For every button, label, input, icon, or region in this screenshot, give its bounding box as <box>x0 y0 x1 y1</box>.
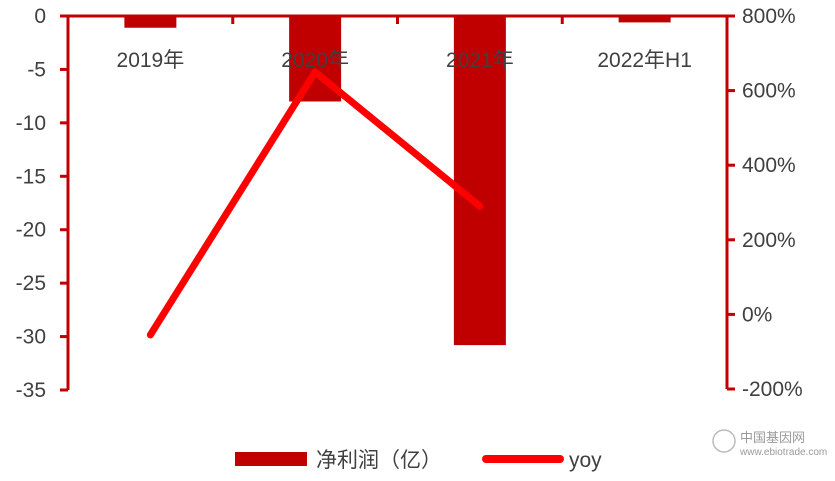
right-tick-label: 600% <box>742 80 796 103</box>
watermark: 中国基因网 www.ebiotrade.com <box>712 429 827 458</box>
category-label: 2020年 <box>281 49 349 72</box>
legend: 净利润（亿） yoy <box>235 449 602 472</box>
right-tick-label: 800% <box>742 5 796 28</box>
right-tick-label: 200% <box>742 229 796 252</box>
category-label: 2022年H1 <box>597 49 692 72</box>
axes: 0 -5 -10 -15 -20 -25 -30 -35 800% 600% 400% 200% 0% -… <box>16 5 803 402</box>
bar-2 <box>453 16 506 346</box>
left-tick-label: -10 <box>16 112 46 135</box>
bar-3 <box>618 16 671 23</box>
watermark-logo-icon <box>712 429 736 453</box>
right-tick-label: 0% <box>742 303 772 326</box>
watermark-line2: www.ebiotrade.com <box>739 447 827 458</box>
category-labels: 2019年 2020年 2021年 2022年H1 <box>117 49 692 72</box>
bar-0 <box>124 16 177 28</box>
category-label: 2021年 <box>446 49 514 72</box>
legend-swatch-bar <box>235 452 307 466</box>
legend-label-line: yoy <box>569 449 602 472</box>
watermark-line1: 中国基因网 <box>740 430 805 445</box>
bar-series <box>124 16 671 346</box>
line-series <box>146 68 484 339</box>
legend-label-bar: 净利润（亿） <box>316 449 442 472</box>
left-tick-label: -20 <box>16 219 46 242</box>
right-tick-label: 400% <box>742 154 796 177</box>
right-tick-label: -200% <box>742 378 803 401</box>
left-tick-label: -35 <box>16 379 46 402</box>
left-tick-label: -25 <box>16 272 46 295</box>
left-tick-label: -30 <box>16 326 46 349</box>
left-tick-label: -5 <box>27 58 46 81</box>
left-tick-label: 0 <box>34 5 46 28</box>
yoy-line <box>146 68 484 339</box>
left-tick-label: -15 <box>16 165 46 188</box>
category-label: 2019年 <box>117 49 185 72</box>
